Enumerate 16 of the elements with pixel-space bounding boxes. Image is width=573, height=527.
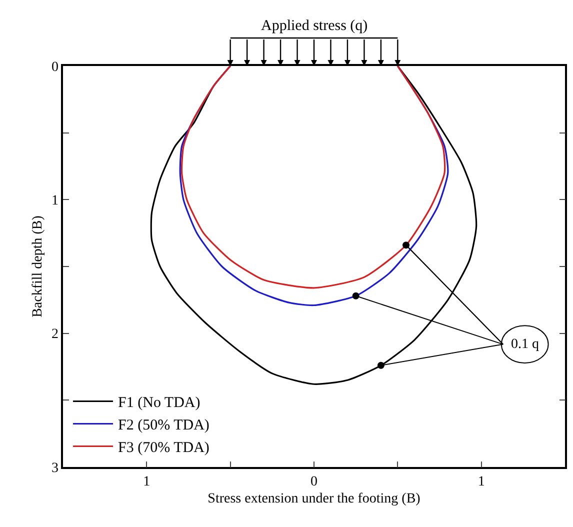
- annotation: 0.1 q: [511, 337, 539, 352]
- y-tick-label: 3: [51, 460, 58, 476]
- point: [402, 242, 410, 249]
- y-tick-label: 2: [51, 327, 58, 342]
- x-tick-label: 1: [478, 474, 485, 490]
- y-axis-title: Backfill depth (B): [30, 215, 46, 318]
- legend-label: F1 (No TDA): [118, 395, 200, 412]
- x-tick-label: 0: [310, 474, 318, 490]
- y-tick-label: 0: [51, 60, 58, 75]
- legend-label: F2 (50% TDA): [118, 418, 210, 434]
- x-axis-title: Stress extension under the footing (B): [208, 491, 421, 506]
- legend-label: F3 (70% TDA): [118, 440, 210, 456]
- x-tick-label: 1: [143, 474, 150, 490]
- point: [377, 362, 384, 369]
- y-tick-label: 1: [51, 194, 58, 209]
- chart-title: Applied stress (q): [261, 18, 368, 34]
